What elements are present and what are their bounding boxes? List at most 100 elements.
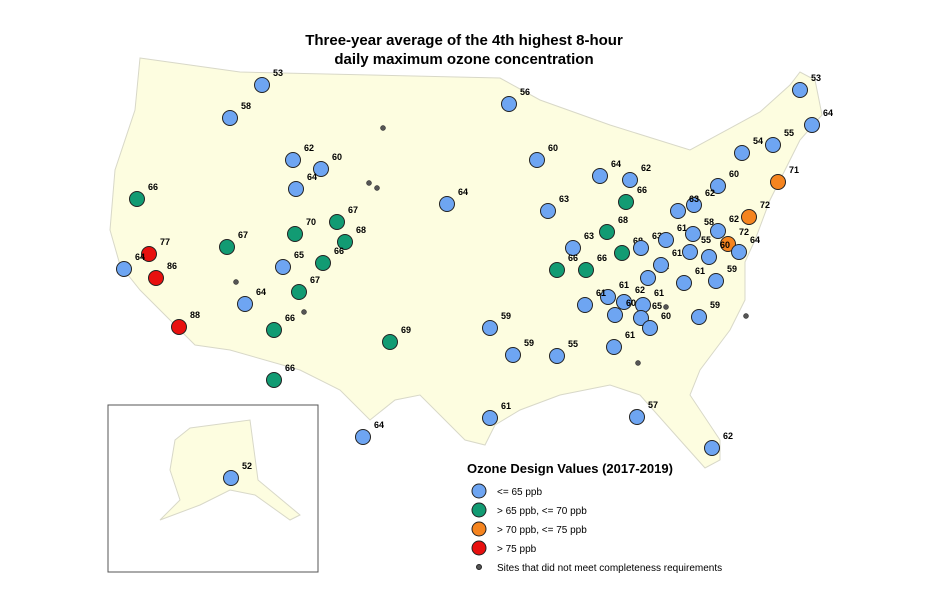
site-marker: [382, 334, 398, 350]
site-label: 64: [750, 235, 760, 245]
site-marker: [237, 296, 253, 312]
site-label: 58: [704, 217, 714, 227]
site-marker: [148, 270, 164, 286]
site-label: 66: [568, 253, 578, 263]
legend-label: > 70 ppb, <= 75 ppb: [497, 525, 587, 536]
site-marker: [600, 289, 616, 305]
site-label: 72: [739, 227, 749, 237]
site-label: 61: [596, 288, 606, 298]
site-label: 64: [135, 252, 145, 262]
site-marker: [770, 174, 786, 190]
site-marker: [701, 249, 717, 265]
site-marker: [676, 275, 692, 291]
site-marker: [313, 161, 329, 177]
site-marker: [219, 239, 235, 255]
site-label: 53: [273, 68, 283, 78]
site-label: 60: [332, 152, 342, 162]
site-label: 60: [548, 143, 558, 153]
site-marker: [287, 226, 303, 242]
site-label: 64: [307, 172, 317, 182]
legend-label: Sites that did not meet completeness req…: [497, 563, 722, 574]
site-label: 65: [652, 301, 662, 311]
site-marker: [565, 240, 581, 256]
site-marker: [635, 297, 651, 313]
site-label: 62: [705, 188, 715, 198]
site-label: 68: [356, 225, 366, 235]
site-marker: [222, 110, 238, 126]
site-marker: [658, 232, 674, 248]
site-marker: [482, 410, 498, 426]
site-marker: [355, 429, 371, 445]
site-label: 66: [285, 363, 295, 373]
legend-title: Ozone Design Values (2017-2019): [467, 461, 673, 476]
site-marker: [288, 181, 304, 197]
site-label: 62: [641, 163, 651, 173]
site-marker: [599, 224, 615, 240]
site-label: 62: [304, 143, 314, 153]
site-label: 54: [753, 136, 763, 146]
site-label: 66: [148, 182, 158, 192]
site-marker: [618, 194, 634, 210]
site-label: 60: [661, 311, 671, 321]
incomplete-site: [301, 309, 307, 315]
site-label: 70: [306, 217, 316, 227]
site-marker: [710, 178, 726, 194]
site-label: 61: [501, 401, 511, 411]
site-label: 66: [285, 313, 295, 323]
site-marker: [731, 244, 747, 260]
site-marker: [642, 320, 658, 336]
site-marker: [640, 270, 656, 286]
site-marker: [606, 339, 622, 355]
site-label: 55: [568, 339, 578, 349]
site-label: 59: [524, 338, 534, 348]
incomplete-site: [663, 304, 669, 310]
legend-swatch: [471, 540, 487, 556]
site-label: 62: [729, 214, 739, 224]
site-label: 67: [310, 275, 320, 285]
incomplete-site: [233, 279, 239, 285]
site-marker: [540, 203, 556, 219]
title-line: daily maximum ozone concentration: [334, 51, 593, 68]
legend-swatch: [476, 564, 482, 570]
site-label: 63: [652, 231, 662, 241]
site-marker: [275, 259, 291, 275]
site-label: 62: [723, 431, 733, 441]
site-label: 63: [689, 194, 699, 204]
site-marker: [549, 348, 565, 364]
site-label: 55: [701, 235, 711, 245]
site-marker: [734, 145, 750, 161]
site-label: 60: [720, 240, 730, 250]
site-marker: [633, 240, 649, 256]
site-marker: [315, 255, 331, 271]
site-label: 62: [635, 285, 645, 295]
site-marker: [720, 236, 736, 252]
site-marker: [329, 214, 345, 230]
legend-swatch: [471, 502, 487, 518]
site-marker: [708, 273, 724, 289]
site-marker: [686, 197, 702, 213]
site-marker: [285, 152, 301, 168]
site-marker: [792, 82, 808, 98]
site-marker: [670, 203, 686, 219]
site-label: 66: [597, 253, 607, 263]
site-marker: [616, 294, 632, 310]
site-marker: [653, 257, 669, 273]
site-label: 55: [784, 128, 794, 138]
site-marker: [254, 77, 270, 93]
sites: 53 58 62 60 64 66 67 70 67 68 66 65 67 64 66 66 77 64 86 88…: [116, 68, 833, 486]
legend-swatch: [471, 521, 487, 537]
site-label: 64: [458, 187, 468, 197]
site-marker: [710, 223, 726, 239]
site-marker: [592, 168, 608, 184]
site-label: 60: [729, 169, 739, 179]
site-label: 63: [559, 194, 569, 204]
site-label: 58: [241, 101, 251, 111]
incomplete-site: [743, 313, 749, 319]
legend-swatch: [471, 483, 487, 499]
site-label: 52: [242, 461, 252, 471]
site-marker: [741, 209, 757, 225]
site-label: 86: [167, 261, 177, 271]
site-marker: [505, 347, 521, 363]
site-marker: [266, 322, 282, 338]
